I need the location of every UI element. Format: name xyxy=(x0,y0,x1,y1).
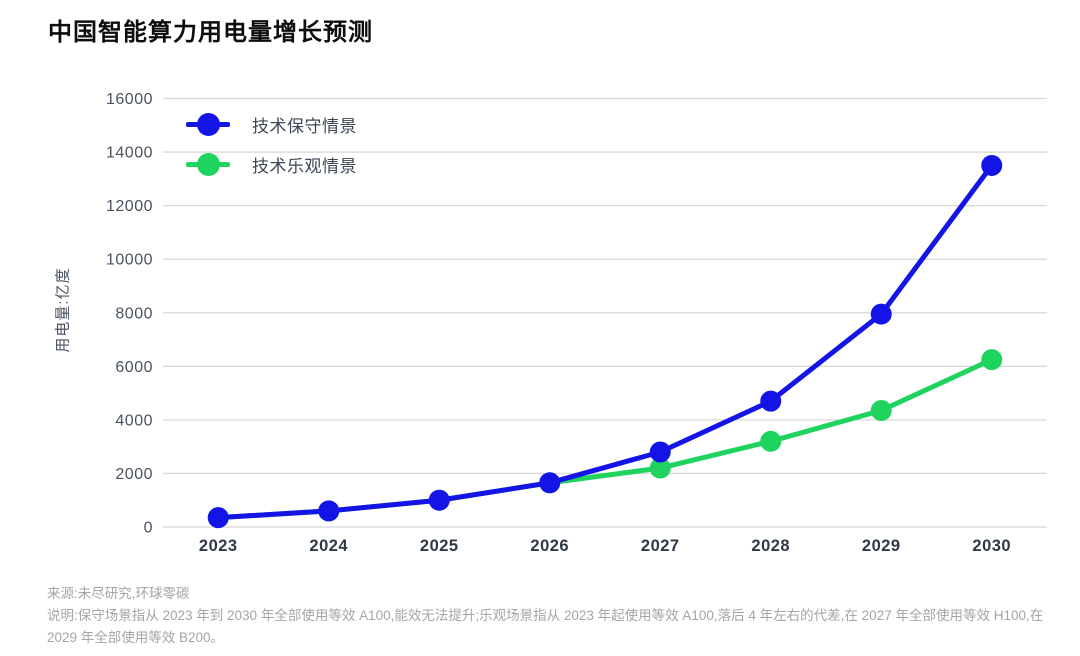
x-tick-label: 2025 xyxy=(420,537,459,555)
y-tick-label: 10000 xyxy=(106,252,153,269)
y-tick-label: 8000 xyxy=(115,305,153,322)
data-point xyxy=(981,154,1003,176)
y-tick-label: 12000 xyxy=(106,198,153,215)
x-tick-label: 2030 xyxy=(972,537,1011,555)
x-tick-label: 2028 xyxy=(751,537,790,555)
y-tick-label: 6000 xyxy=(115,359,153,376)
data-point xyxy=(760,430,782,452)
data-point xyxy=(649,441,671,463)
legend-label-conservative: 技术保守情景 xyxy=(252,116,357,136)
note-line: 说明:保守场景指从 2023 年到 2030 年全部使用等效 A100,能效无法… xyxy=(47,607,1044,645)
data-point xyxy=(649,457,671,479)
series-line xyxy=(215,162,995,521)
legend-marker-green-dot xyxy=(186,152,230,176)
legend: 技术保守情景 技术乐观情景 xyxy=(186,112,357,176)
y-tick-label: 0 xyxy=(144,520,153,537)
legend-label-optimistic: 技术乐观情景 xyxy=(252,156,357,176)
legend-dot-icon xyxy=(196,152,220,176)
source-line: 来源:未尽研究,环球零碳 xyxy=(47,586,190,601)
data-point xyxy=(318,500,340,522)
y-tick-label: 2000 xyxy=(115,466,153,483)
data-point xyxy=(870,303,892,325)
data-point xyxy=(981,349,1003,371)
series-技术保守情景 xyxy=(207,154,1003,529)
legend-item-conservative: 技术保守情景 xyxy=(186,112,357,136)
y-tick-labels: 0 2000 4000 6000 8000 10000 12000 14000 16000 xyxy=(106,91,153,537)
page-title: 中国智能算力用电量增长预测 xyxy=(48,19,373,46)
legend-item-optimistic: 技术乐观情景 xyxy=(186,152,357,176)
x-tick-label: 2023 xyxy=(199,537,238,555)
y-tick-label: 16000 xyxy=(106,91,153,108)
data-point xyxy=(207,507,229,529)
x-tick-label: 2024 xyxy=(309,537,348,555)
series-line xyxy=(215,357,995,521)
data-point xyxy=(428,489,450,511)
data-point xyxy=(539,472,561,494)
x-tick-label: 2029 xyxy=(862,537,901,555)
x-tick-label: 2027 xyxy=(641,537,680,555)
x-tick-labels: 2023 2024 2025 2026 2027 2028 2029 2030 xyxy=(199,537,1011,555)
legend-marker-blue-dot xyxy=(186,112,230,136)
y-axis-title: 用电量:亿度 xyxy=(54,267,72,353)
y-tick-label: 4000 xyxy=(115,412,153,429)
y-tick-label: 14000 xyxy=(106,145,153,162)
line-chart: 0 2000 4000 6000 8000 10000 12000 14000 16000 202… xyxy=(106,91,1047,555)
x-tick-label: 2026 xyxy=(530,537,569,555)
chart-footnotes: 来源:未尽研究,环球零碳 说明:保守场景指从 2023 年到 2030 年全部使… xyxy=(47,583,1057,649)
data-point xyxy=(760,390,782,412)
data-point xyxy=(870,400,892,422)
legend-dot-icon xyxy=(196,112,220,136)
